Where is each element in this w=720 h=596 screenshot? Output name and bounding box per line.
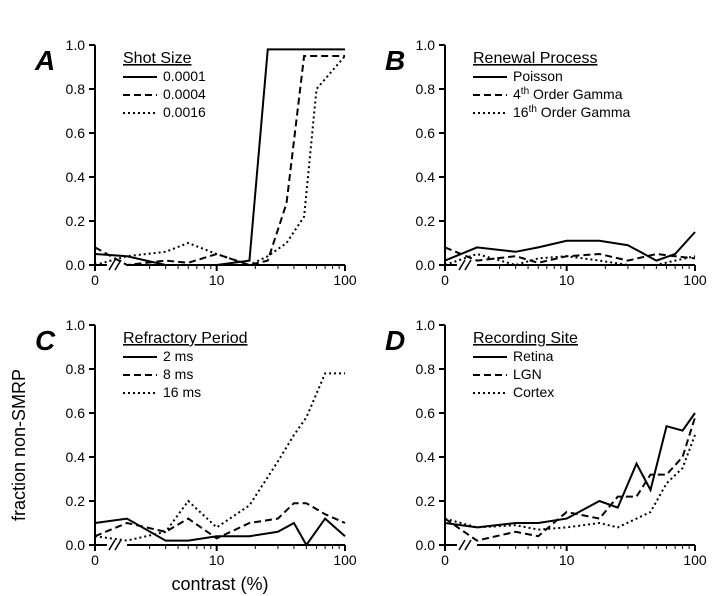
y-tick-label: 0.2 — [416, 213, 436, 229]
legend-title: Refractory Period — [123, 330, 248, 347]
x-tick-label: 100 — [683, 552, 707, 568]
y-tick-label: 0.0 — [416, 537, 436, 553]
y-tick-label: 0.4 — [416, 449, 436, 465]
x-tick-label: 100 — [683, 272, 707, 288]
legend-label: 16 ms — [163, 384, 201, 400]
y-tick-label: 0.6 — [416, 405, 436, 421]
x-tick-label: 10 — [209, 272, 225, 288]
y-tick-label: 0.0 — [416, 257, 436, 273]
legend-label: 2 ms — [163, 348, 193, 364]
panel-letter: D — [385, 325, 405, 356]
y-tick-label: 0.8 — [416, 81, 436, 97]
legend-label: 4th Order Gamma — [513, 86, 623, 103]
legend-label: 0.0016 — [163, 104, 206, 120]
y-tick-label: 0.0 — [66, 537, 86, 553]
legend-label: Retina — [513, 348, 554, 364]
legend-title: Renewal Process — [473, 50, 598, 67]
legend-label: Poisson — [513, 68, 563, 84]
y-tick-label: 0.8 — [66, 81, 86, 97]
x-tick-label: 10 — [209, 552, 225, 568]
x-tick-label: 0 — [91, 272, 99, 288]
x-tick-label: 0 — [91, 552, 99, 568]
panel-letter: A — [34, 45, 55, 76]
x-axis-label: contrast (%) — [171, 574, 268, 594]
figure-svg: 0.00.20.40.60.81.0010100AShot Size0.0001… — [0, 0, 720, 596]
x-tick-label: 10 — [559, 272, 575, 288]
y-tick-label: 0.2 — [66, 493, 86, 509]
y-tick-label: 0.2 — [416, 493, 436, 509]
y-tick-label: 0.4 — [66, 169, 86, 185]
y-tick-label: 1.0 — [416, 37, 436, 53]
y-tick-label: 1.0 — [66, 37, 86, 53]
y-tick-label: 1.0 — [66, 317, 86, 333]
legend-title: Shot Size — [123, 50, 192, 67]
legend-label: 8 ms — [163, 366, 193, 382]
legend-label: LGN — [513, 366, 542, 382]
y-tick-label: 0.6 — [416, 125, 436, 141]
legend-label: 0.0001 — [163, 68, 206, 84]
y-tick-label: 0.8 — [66, 361, 86, 377]
panel-letter: C — [35, 325, 56, 356]
y-tick-label: 0.8 — [416, 361, 436, 377]
y-tick-label: 0.4 — [416, 169, 436, 185]
legend-label: 0.0004 — [163, 86, 206, 102]
y-axis-label: fraction non-SMRP — [9, 369, 29, 521]
legend-title: Recording Site — [473, 330, 578, 347]
y-tick-label: 1.0 — [416, 317, 436, 333]
x-tick-label: 0 — [441, 552, 449, 568]
x-tick-label: 10 — [559, 552, 575, 568]
legend-label: Cortex — [513, 384, 554, 400]
panel-letter: B — [385, 45, 405, 76]
y-tick-label: 0.2 — [66, 213, 86, 229]
x-tick-label: 100 — [333, 272, 357, 288]
x-tick-label: 0 — [441, 272, 449, 288]
y-tick-label: 0.6 — [66, 125, 86, 141]
y-tick-label: 0.6 — [66, 405, 86, 421]
y-tick-label: 0.0 — [66, 257, 86, 273]
x-tick-label: 100 — [333, 552, 357, 568]
y-tick-label: 0.4 — [66, 449, 86, 465]
